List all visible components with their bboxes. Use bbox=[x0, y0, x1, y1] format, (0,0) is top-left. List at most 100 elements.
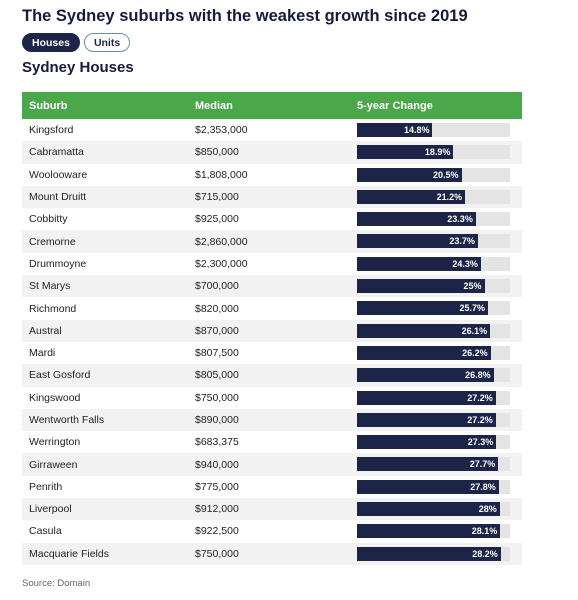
suburb-cell: Macquarie Fields bbox=[29, 547, 109, 560]
bar-track: 26.2% bbox=[357, 345, 510, 360]
change-bar: 20.5% bbox=[357, 167, 462, 182]
column-header-change: 5-year Change bbox=[357, 99, 433, 112]
change-cell: 28.1% bbox=[355, 520, 522, 542]
bar-track: 27.7% bbox=[357, 457, 510, 472]
column-header-suburb: Suburb bbox=[29, 99, 68, 112]
suburb-cell: St Marys bbox=[29, 280, 71, 293]
tab-bar: Houses Units bbox=[22, 33, 131, 52]
bar-track: 24.3% bbox=[357, 256, 510, 271]
change-bar: 27.7% bbox=[357, 457, 499, 472]
median-cell: $775,000 bbox=[195, 480, 239, 493]
change-cell: 14.8% bbox=[355, 119, 522, 141]
bar-track: 27.2% bbox=[357, 390, 510, 405]
bar-track: 28.1% bbox=[357, 524, 510, 539]
change-bar: 28.2% bbox=[357, 546, 501, 561]
median-cell: $870,000 bbox=[195, 324, 239, 337]
change-cell: 27.2% bbox=[355, 387, 522, 409]
change-bar: 21.2% bbox=[357, 189, 466, 204]
suburb-cell: Wentworth Falls bbox=[29, 414, 105, 426]
suburb-cell: Drummoyne bbox=[29, 257, 87, 270]
median-cell: $2,300,000 bbox=[195, 257, 248, 270]
median-cell: $750,000 bbox=[195, 547, 239, 560]
change-cell: 24.3% bbox=[355, 253, 522, 275]
change-cell: 25.7% bbox=[355, 297, 522, 319]
table-row: Casula $922,500 28.1% bbox=[22, 520, 522, 543]
bar-track: 27.2% bbox=[357, 412, 510, 427]
table-row: Richmond $820,000 25.7% bbox=[22, 297, 522, 320]
table-row: Penrith $775,000 27.8% bbox=[22, 475, 522, 499]
change-value-label: 28% bbox=[478, 504, 497, 515]
bar-track: 14.8% bbox=[357, 123, 510, 137]
table-row: Drummoyne $2,300,000 24.3% bbox=[22, 252, 522, 276]
change-cell: 21.2% bbox=[355, 186, 522, 208]
column-header-median: Median bbox=[195, 99, 233, 112]
bar-track: 26.1% bbox=[357, 323, 510, 338]
tab-units[interactable]: Units bbox=[83, 33, 131, 52]
change-cell: 27.7% bbox=[355, 453, 522, 475]
bar-track: 27.3% bbox=[357, 435, 510, 450]
change-cell: 27.8% bbox=[355, 476, 522, 498]
change-value-label: 28.1% bbox=[471, 526, 498, 537]
change-value-label: 27.8% bbox=[470, 481, 496, 492]
suburb-table: Suburb Median 5-year Change Kingsford $2,… bbox=[22, 92, 522, 565]
change-bar: 27.2% bbox=[357, 390, 496, 405]
table-row: Macquarie Fields $750,000 28.2% bbox=[22, 542, 522, 565]
change-value-label: 21.2% bbox=[436, 191, 463, 202]
change-bar: 26.8% bbox=[357, 368, 494, 383]
change-value-label: 20.5% bbox=[433, 169, 459, 180]
change-value-label: 25% bbox=[463, 281, 482, 292]
change-value-label: 26.1% bbox=[461, 325, 488, 336]
change-value-label: 28.2% bbox=[472, 548, 498, 559]
table-body: Kingsford $2,353,000 14.8% Cabramatta $850,0… bbox=[22, 119, 522, 565]
bar-track: 25% bbox=[357, 279, 510, 294]
median-cell: $715,000 bbox=[195, 191, 239, 204]
table-row: St Marys $700,000 25% bbox=[22, 275, 522, 298]
change-value-label: 18.9% bbox=[424, 147, 451, 158]
change-bar: 18.9% bbox=[357, 145, 454, 160]
change-bar: 24.3% bbox=[357, 256, 481, 271]
change-cell: 26.8% bbox=[355, 364, 522, 386]
change-value-label: 27.3% bbox=[467, 437, 494, 448]
suburb-cell: Cobbitty bbox=[29, 213, 68, 226]
change-bar: 27.8% bbox=[357, 479, 499, 494]
median-cell: $750,000 bbox=[195, 391, 239, 404]
change-bar: 28% bbox=[357, 502, 500, 517]
bar-track: 27.8% bbox=[357, 479, 510, 494]
median-cell: $820,000 bbox=[195, 302, 239, 315]
change-cell: 23.3% bbox=[355, 208, 522, 230]
table-row: Werrington $683,375 27.3% bbox=[22, 431, 522, 454]
bar-track: 26.8% bbox=[357, 368, 510, 383]
change-value-label: 26.8% bbox=[465, 370, 491, 381]
median-cell: $805,000 bbox=[195, 369, 239, 382]
change-bar: 25.7% bbox=[357, 301, 489, 316]
change-bar: 14.8% bbox=[357, 123, 433, 137]
table-row: Cobbitty $925,000 23.3% bbox=[22, 208, 522, 231]
suburb-cell: Cremorne bbox=[29, 235, 76, 248]
change-bar: 27.3% bbox=[357, 435, 497, 450]
tab-houses[interactable]: Houses bbox=[22, 33, 80, 52]
bar-track: 25.7% bbox=[357, 301, 510, 316]
bar-track: 20.5% bbox=[357, 167, 510, 182]
bar-track: 23.7% bbox=[357, 234, 510, 249]
median-cell: $912,000 bbox=[195, 503, 239, 516]
bar-track: 21.2% bbox=[357, 189, 510, 204]
change-cell: 28.2% bbox=[355, 543, 522, 565]
suburb-cell: Werrington bbox=[29, 436, 81, 449]
bar-track: 28.2% bbox=[357, 546, 510, 561]
change-value-label: 23.7% bbox=[449, 236, 475, 247]
median-cell: $2,353,000 bbox=[195, 124, 248, 137]
change-cell: 26.2% bbox=[355, 342, 522, 364]
change-cell: 23.7% bbox=[355, 230, 522, 252]
suburb-cell: Liverpool bbox=[29, 503, 72, 516]
change-value-label: 26.2% bbox=[462, 347, 488, 358]
median-cell: $850,000 bbox=[195, 146, 239, 159]
change-cell: 25% bbox=[355, 275, 522, 297]
change-cell: 28% bbox=[355, 498, 522, 520]
table-row: Cremorne $2,860,000 23.7% bbox=[22, 230, 522, 253]
table-row: Cabramatta $850,000 18.9% bbox=[22, 141, 522, 164]
suburb-cell: Richmond bbox=[29, 302, 77, 315]
median-cell: $925,000 bbox=[195, 213, 239, 226]
table-row: Woolooware $1,808,000 20.5% bbox=[22, 163, 522, 186]
median-cell: $2,860,000 bbox=[195, 235, 248, 248]
table-row: Wentworth Falls $890,000 27.2% bbox=[22, 408, 522, 432]
